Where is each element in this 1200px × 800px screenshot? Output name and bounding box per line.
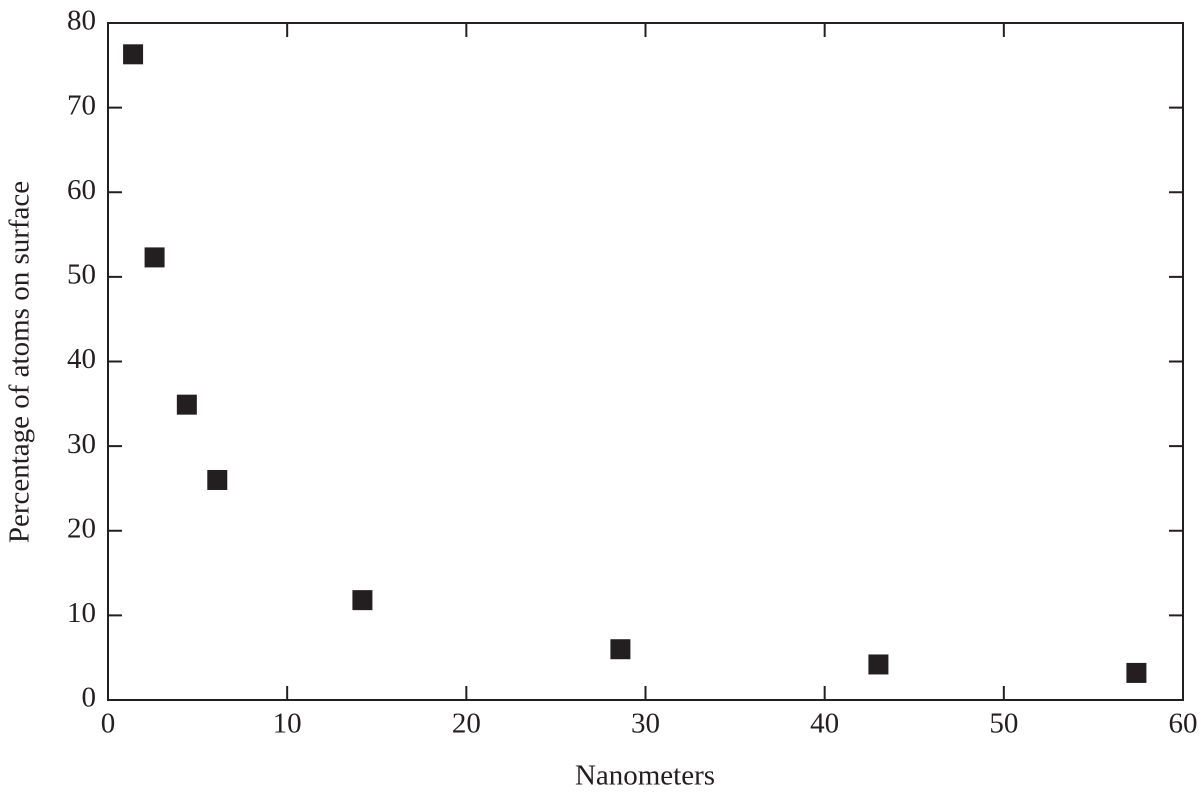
- y-tick-label: 60: [67, 174, 96, 206]
- y-tick-label: 80: [67, 5, 96, 37]
- y-tick-label: 10: [67, 597, 96, 629]
- y-axis-title: Percentage of atoms on surface: [4, 181, 36, 543]
- x-tick-label: 10: [273, 708, 302, 740]
- point: [123, 44, 144, 65]
- point: [352, 590, 373, 611]
- y-tick-label: 70: [67, 89, 96, 121]
- point: [176, 394, 197, 415]
- plot-frame: [107, 22, 1184, 701]
- x-axis-title: Nanometers: [575, 760, 715, 792]
- y-tick-label: 20: [67, 512, 96, 544]
- point: [207, 469, 228, 490]
- point: [144, 247, 165, 268]
- x-tick-label: 30: [631, 708, 660, 740]
- point: [868, 654, 889, 675]
- y-tick-label: 0: [82, 682, 97, 714]
- point: [610, 639, 631, 660]
- x-tick-label: 20: [452, 708, 481, 740]
- y-tick-label: 50: [67, 259, 96, 291]
- y-tick-label: 30: [67, 428, 96, 460]
- x-tick-label: 40: [810, 708, 839, 740]
- x-tick-label: 50: [989, 708, 1018, 740]
- y-tick-label: 40: [67, 343, 96, 375]
- point: [1126, 662, 1147, 683]
- x-tick-label: 0: [101, 708, 116, 740]
- x-tick-label: 60: [1169, 708, 1198, 740]
